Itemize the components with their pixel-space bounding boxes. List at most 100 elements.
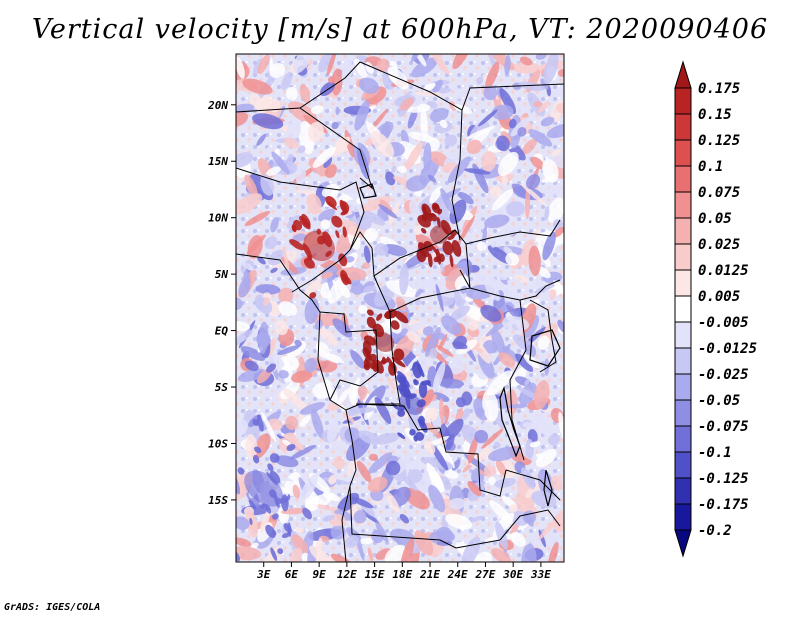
lat-tick-label-7: 15S [208,494,228,507]
field-cell [299,402,326,415]
field-cell [484,279,501,301]
field-cell [395,296,407,312]
field-cell [528,245,541,276]
field-cell [432,392,450,402]
field-cell [367,476,388,493]
field-cell [480,304,502,322]
feature-cell-ascent_band_sudan_car [435,248,442,265]
feature-cell-descent_zone_congo_basin [413,379,419,386]
field-cell [264,236,278,250]
field-cell [448,359,466,375]
field-cell [278,301,298,317]
field-cell [437,444,455,469]
border-angola-south [349,485,501,549]
field-cell [318,54,337,73]
field-cell [508,403,528,409]
colorbar-label-12: -0.05 [698,393,740,409]
colorbar-label-1: 0.15 [698,107,732,123]
lon-tick-label-8: 27E [475,568,496,581]
field-cell [467,319,479,331]
field-cell [404,356,419,374]
field-cell [378,204,398,219]
lon-tick-label-7: 24E [447,568,468,581]
feature-cell-descent_zone_south_atlantic [270,547,278,561]
feature-cell-ascent_band_sudan_car [442,240,454,256]
border-zambia [505,469,561,501]
field-cell [322,491,340,502]
field-cell [436,526,453,542]
field-cell [445,513,473,530]
field-cell [295,308,305,329]
field-cell [476,347,484,354]
field-cell [429,185,443,204]
field-cell [331,68,343,96]
feature-cell-descent_zone_south_atlantic [286,444,296,451]
feature-cell-descent_zone_south_atlantic [272,513,279,520]
feature-cell-ascent_band_congo [390,320,400,330]
border-nigeria [236,167,365,251]
border-sudan-southsudan [465,219,561,245]
feature-cell-ascent_band_nigeria_cameroon [289,239,305,251]
field-cell [427,174,437,183]
field-cell [332,318,353,338]
field-cell [411,57,438,78]
field-cell [537,335,550,350]
border-angola-drc [355,403,507,497]
field-cell [292,484,301,499]
field-cell [546,123,564,139]
field-cell [485,61,500,90]
field-cell [411,54,421,62]
field-cell [455,397,466,408]
field-cell [521,138,537,155]
field-cell [237,368,267,382]
colorbar-top-arrow [674,60,692,89]
field-cell [482,390,499,422]
field-cell [356,460,372,483]
colorbar-label-16: -0.175 [698,497,749,513]
colorbar-label-15: -0.125 [698,471,749,487]
field-cell [537,101,550,113]
lon-tick-label-10: 33E [530,568,551,581]
field-cell [243,270,251,290]
field-cell [558,411,564,443]
field-cell [286,214,301,229]
field-cell [404,141,424,171]
field-cell [362,262,371,270]
field-cell [266,166,282,177]
field-cell [495,460,507,476]
lake-malawi [543,469,553,507]
field-cell [501,174,508,186]
feature-cell-descent_zone_congo_basin [397,432,406,440]
field-cell [321,272,334,279]
field-cell [244,360,259,372]
field-cell [476,76,484,85]
field-cell [385,171,396,186]
lon-tick-label-0: 3E [256,568,271,581]
field-cell [422,326,434,336]
field-cell [373,432,400,445]
field-cell [351,496,374,509]
field-cell [533,101,543,108]
field-cell [452,54,470,69]
border-nigeria-cameroon [291,231,373,293]
field-cell [284,137,299,149]
field-cell [285,86,298,101]
lon-tick-label-6: 21E [419,568,440,581]
map-frame [235,53,565,563]
field-cell [524,379,530,386]
field-cell [349,126,359,149]
field-cell [486,54,496,72]
field-cell [397,165,407,173]
field-cell [542,186,564,196]
field-cell [466,213,483,240]
field-features [236,196,462,562]
field-cell [332,136,351,157]
field-cell [318,208,336,222]
field-cell [519,56,533,66]
field-cell [324,353,343,364]
field-cell [432,361,446,392]
feature-cell-ascent_band_nigeria_cameroon [303,257,315,269]
field-cell [351,377,360,401]
field-cell [481,428,504,449]
feature-cell-ascent_band_congo [380,358,390,364]
